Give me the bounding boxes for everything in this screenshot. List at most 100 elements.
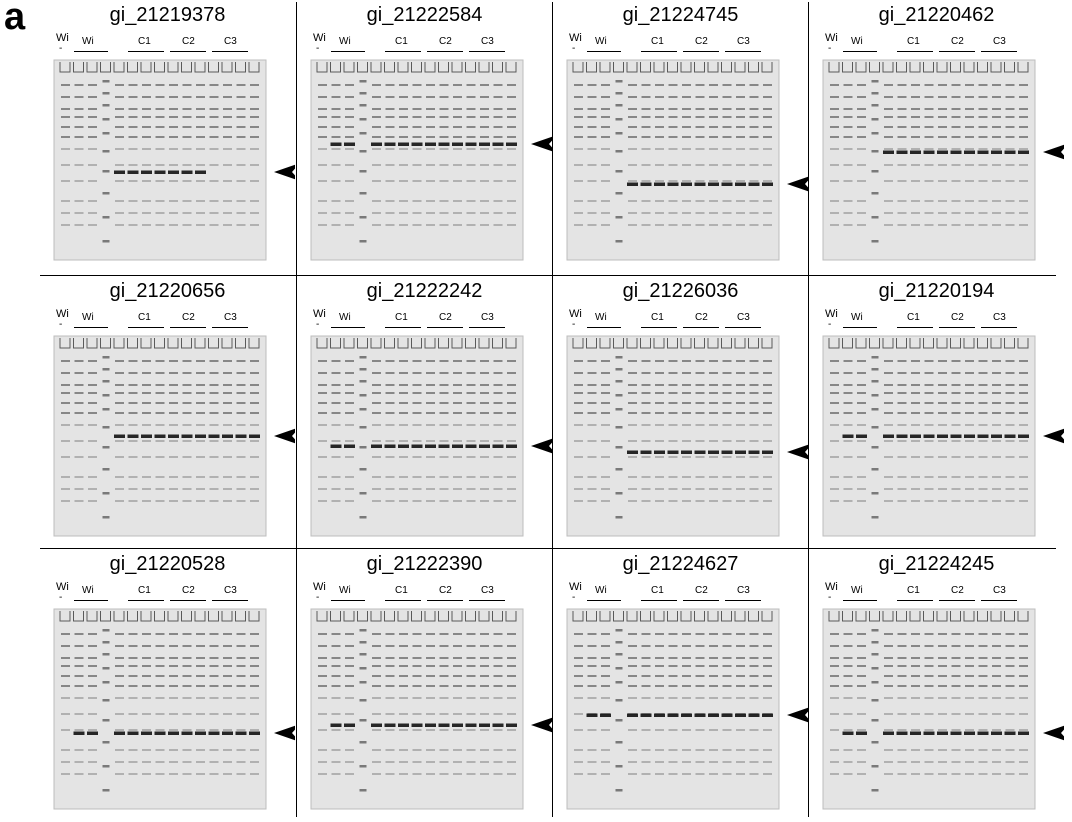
protein-band <box>978 116 988 118</box>
gel-well <box>194 611 206 622</box>
protein-band <box>169 424 178 426</box>
protein-band <box>682 761 691 763</box>
gel-well <box>384 611 395 622</box>
protein-band <box>223 164 232 166</box>
protein-band <box>74 665 84 667</box>
protein-band <box>641 116 651 118</box>
protein-band <box>399 108 408 110</box>
gel-well <box>492 62 503 73</box>
protein-band <box>88 488 97 490</box>
protein-band <box>88 136 97 138</box>
protein-band <box>74 633 84 635</box>
protein-band <box>587 773 597 775</box>
gel-well <box>923 611 934 622</box>
gel-well <box>599 611 611 622</box>
protein-band <box>655 96 664 98</box>
gel-well <box>640 611 651 622</box>
protein-band <box>682 360 691 362</box>
overexpressed-band <box>195 731 206 735</box>
protein-band <box>372 126 381 128</box>
protein-band <box>399 697 408 699</box>
protein-band <box>115 424 124 426</box>
protein-band <box>331 84 341 86</box>
gel-panel: gi_21222390 Wi - Wi C1 C2 C3 <box>297 549 552 822</box>
protein-band <box>843 412 853 414</box>
protein-band <box>236 384 246 386</box>
protein-band <box>587 412 597 414</box>
protein-band <box>951 665 961 667</box>
protein-band <box>749 384 759 386</box>
protein-band <box>830 402 839 404</box>
protein-band <box>182 384 192 386</box>
protein-band <box>155 697 165 699</box>
protein-band <box>142 440 151 442</box>
protein-band <box>843 633 853 635</box>
protein-band <box>709 126 718 128</box>
overexpressed-band <box>667 450 679 454</box>
protein-band <box>250 657 259 659</box>
protein-band <box>385 402 395 404</box>
protein-band <box>142 713 151 715</box>
protein-band <box>480 392 489 394</box>
protein-band <box>250 456 259 458</box>
overexpressed-band <box>465 142 477 146</box>
protein-band <box>951 657 961 659</box>
protein-band <box>601 697 610 699</box>
protein-band <box>209 675 219 677</box>
protein-band <box>749 500 759 502</box>
protein-band <box>399 164 408 166</box>
protein-band <box>628 126 637 128</box>
overexpressed-band <box>1004 434 1016 438</box>
protein-band <box>601 224 610 226</box>
protein-band <box>466 402 476 404</box>
protein-band <box>331 729 341 731</box>
protein-band <box>574 697 583 699</box>
protein-band <box>587 180 597 182</box>
protein-band <box>209 148 219 150</box>
protein-band <box>682 657 691 659</box>
protein-band <box>169 675 178 677</box>
protein-band <box>115 392 124 394</box>
protein-band <box>74 500 84 502</box>
protein-band <box>574 96 583 98</box>
protein-band <box>74 116 84 118</box>
protein-band <box>857 136 866 138</box>
protein-band <box>628 116 637 118</box>
lane-label-c3: C3 <box>481 312 494 323</box>
protein-band <box>682 665 691 667</box>
overexpressed-band <box>114 731 125 735</box>
protein-band <box>209 212 219 214</box>
protein-band <box>453 148 462 150</box>
protein-band <box>938 392 947 394</box>
protein-band <box>466 392 476 394</box>
lane-label-c1: C1 <box>395 36 408 47</box>
protein-band <box>682 136 691 138</box>
protein-band <box>722 136 732 138</box>
protein-band <box>426 713 435 715</box>
lane-group-underline-c1 <box>641 600 677 601</box>
protein-band <box>1019 136 1028 138</box>
protein-band <box>722 645 732 647</box>
protein-band <box>830 96 839 98</box>
protein-band <box>897 200 907 202</box>
protein-band <box>749 108 759 110</box>
protein-band <box>88 412 97 414</box>
protein-band <box>641 164 651 166</box>
protein-band <box>426 697 435 699</box>
protein-band <box>992 412 1001 414</box>
gel-well <box>586 62 597 73</box>
protein-band <box>668 675 678 677</box>
protein-band <box>115 126 124 128</box>
protein-band <box>331 200 341 202</box>
protein-band <box>345 412 354 414</box>
protein-band <box>884 412 893 414</box>
protein-band <box>978 412 988 414</box>
protein-band <box>924 372 934 374</box>
protein-band <box>884 148 893 150</box>
ladder-band <box>102 240 110 243</box>
ladder-band <box>871 216 879 219</box>
protein-band <box>466 773 476 775</box>
protein-band <box>128 685 138 687</box>
protein-band <box>439 116 449 118</box>
ladder-band <box>615 789 623 792</box>
